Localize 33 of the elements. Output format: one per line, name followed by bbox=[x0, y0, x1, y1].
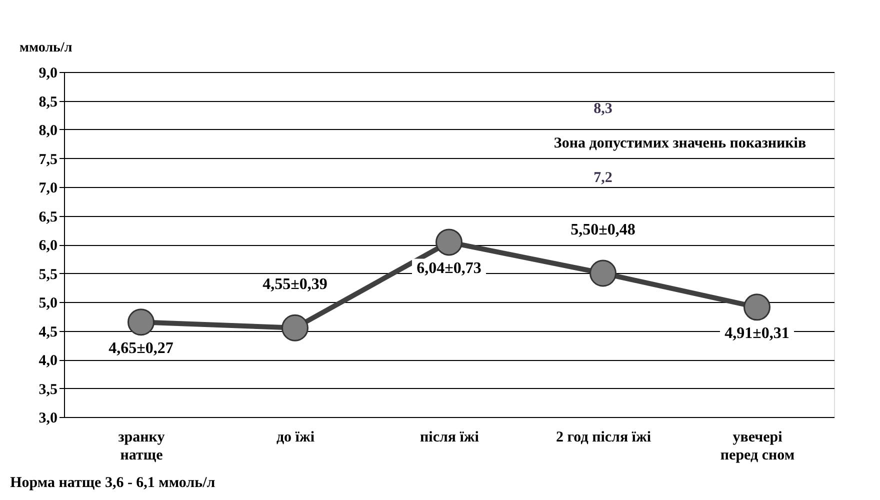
data-label: 6,04±0,73 bbox=[416, 260, 482, 278]
point bbox=[128, 308, 154, 336]
x-tick-label: 2 год після їжі bbox=[556, 430, 652, 446]
y-tick-label: 8,5 bbox=[38, 94, 58, 110]
y-tick-label: 4,0 bbox=[38, 353, 58, 369]
data-label: 4,55±0,39 bbox=[262, 276, 328, 293]
annotation: Зона допустимих значень показників bbox=[554, 136, 806, 152]
y-tick-label: 3,5 bbox=[38, 382, 58, 398]
point bbox=[282, 314, 308, 342]
annotation: 7,2 bbox=[594, 170, 612, 186]
point bbox=[744, 294, 770, 321]
y-tick-label: 5,5 bbox=[38, 266, 58, 283]
point bbox=[590, 260, 616, 287]
y-tick-label: 8,0 bbox=[38, 123, 58, 139]
text: Норма натще 3,6 - 6,1 ммоль/л bbox=[10, 475, 216, 491]
y-tick-label: 7,0 bbox=[38, 180, 58, 196]
y-tick-label: 6,0 bbox=[38, 238, 58, 254]
y-tick-label: 3,0 bbox=[38, 410, 58, 426]
y-tick-label: 5,0 bbox=[38, 296, 58, 312]
x-tick-label: зранку натще bbox=[118, 430, 166, 464]
y-tick-label: 4,5 bbox=[38, 324, 58, 340]
y-axis-title: ммоль/л bbox=[20, 40, 72, 56]
y-tick-label: 9,0 bbox=[38, 66, 58, 82]
data-label: 5,50±0,48 bbox=[570, 221, 636, 238]
annotation: 8,3 bbox=[594, 101, 612, 118]
data-label: 4,65±0,27 bbox=[108, 340, 174, 358]
point bbox=[436, 228, 462, 256]
y-tick-label: 6,5 bbox=[38, 209, 58, 226]
y-tick-label: 7,5 bbox=[38, 152, 58, 168]
x-tick-label: після їжі bbox=[420, 430, 479, 446]
x-tick-label: увечері перед сном bbox=[720, 430, 795, 464]
x-tick-label: до їжі bbox=[276, 430, 315, 446]
data-label: 4,91±0,31 bbox=[724, 325, 790, 342]
